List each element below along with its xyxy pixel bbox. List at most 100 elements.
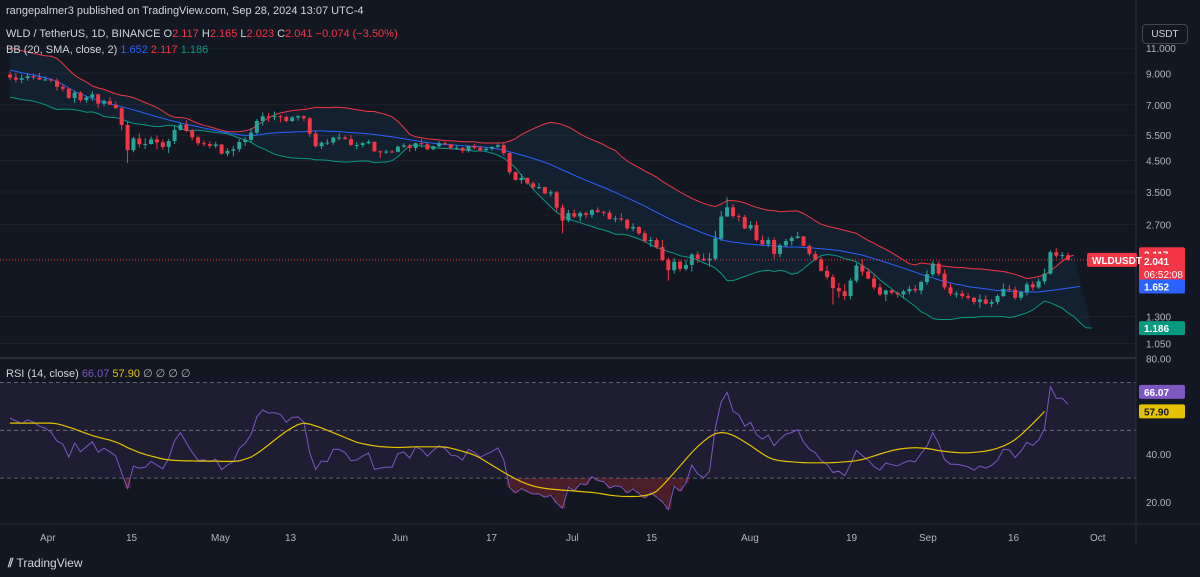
candle-body — [478, 147, 483, 151]
candle-body — [537, 187, 542, 189]
candle — [225, 148, 230, 157]
bb-mid-badge: 1.652 — [1139, 279, 1185, 294]
candle-body — [930, 263, 935, 275]
candle-body — [107, 101, 112, 105]
bb-band-area — [10, 47, 1092, 329]
candle-body — [589, 210, 594, 215]
candle-body — [560, 207, 565, 221]
candle-body — [519, 177, 524, 181]
tradingview-logo[interactable]: ⫽ TradingView — [8, 556, 83, 571]
price-axis-ticks[interactable]: 11.000 9.000 7.000 5.500 4.500 3.500 2.700 1.30… — [1146, 44, 1176, 350]
candle — [301, 115, 306, 122]
candle-body — [366, 141, 371, 144]
rsi-axis-ticks[interactable]: 80.00 40.00 20.00 — [1146, 355, 1171, 509]
rsi-tick-label: 40.00 — [1146, 450, 1171, 461]
time-tick-label: 15 — [126, 533, 138, 544]
tradingview-logo-icon: ⫽ — [8, 556, 14, 570]
candle — [783, 238, 788, 248]
candle-body — [1048, 252, 1053, 274]
candle-body — [1001, 288, 1006, 297]
candle — [778, 243, 783, 258]
candle — [13, 73, 18, 83]
candle-body — [425, 144, 430, 150]
candle-body — [90, 94, 95, 98]
symbol-legend[interactable]: WLD / TetherUS, 1D, BINANCE O2.117 H2.16… — [6, 28, 398, 40]
currency-button[interactable]: USDT — [1142, 24, 1188, 44]
candle — [566, 209, 571, 223]
ohlc-high-label: H — [201, 28, 210, 40]
candle — [454, 144, 459, 150]
candle-body — [466, 145, 471, 151]
candle — [619, 213, 624, 222]
time-tick-label: 19 — [846, 533, 858, 544]
candle-body — [989, 301, 994, 304]
symbol-name[interactable]: WLD / TetherUS, 1D, BINANCE — [6, 28, 161, 40]
candle — [243, 137, 248, 146]
candle — [395, 145, 400, 153]
last-price-badge: 2.041 06:52:08 — [1139, 253, 1185, 282]
candle-body — [701, 258, 706, 261]
candle-body — [754, 225, 759, 241]
rsi-badge-bg — [1139, 384, 1185, 399]
candle-body — [184, 124, 189, 131]
candle-body — [730, 207, 735, 217]
candle-body — [713, 238, 718, 259]
symbol-tag-badge-bg — [1087, 252, 1137, 267]
candle — [872, 273, 877, 290]
candle — [942, 269, 947, 290]
candle — [672, 258, 677, 274]
candle — [184, 120, 189, 133]
candle — [683, 259, 688, 271]
candle-body — [613, 218, 618, 220]
candle-body — [19, 78, 24, 80]
candle — [631, 223, 636, 232]
candle-body — [742, 216, 747, 229]
candle — [666, 257, 671, 281]
candle-body — [1024, 284, 1029, 293]
candle — [1036, 278, 1041, 289]
candle — [325, 139, 330, 145]
candle-body — [748, 225, 753, 229]
bb-label[interactable]: BB (20, SMA, close, 2) — [6, 44, 118, 56]
candle-body — [348, 139, 353, 145]
candle — [43, 76, 48, 81]
candle — [660, 240, 665, 262]
candle-body — [513, 172, 518, 181]
candle-body — [231, 149, 236, 151]
candle-body — [1013, 289, 1018, 298]
candle-body — [1019, 292, 1024, 298]
candle — [748, 221, 753, 231]
candle — [119, 106, 124, 131]
candle — [983, 295, 988, 305]
candle — [489, 146, 494, 151]
rsi-tick-label: 20.00 — [1146, 498, 1171, 509]
rsi-label[interactable]: RSI (14, close) — [6, 368, 79, 380]
candle-body — [96, 94, 101, 104]
price-tick-label: 11.000 — [1146, 44, 1176, 55]
candle — [1013, 286, 1018, 300]
candle-body — [1060, 255, 1065, 257]
candle-body — [219, 144, 224, 154]
candle — [636, 226, 641, 235]
candle — [642, 230, 647, 243]
candle — [72, 91, 77, 103]
candle-body — [648, 240, 653, 242]
time-axis-ticks[interactable]: Apr 15 May 13 Jun 17 Jul 15 Aug 19 Sep 16 Oct — [40, 533, 1106, 544]
candle-body — [960, 293, 965, 297]
candle — [201, 140, 206, 147]
candle — [695, 251, 700, 264]
candle — [995, 294, 1000, 305]
candle-body — [1042, 273, 1047, 282]
candle-body — [119, 108, 124, 125]
bb-legend[interactable]: BB (20, SMA, close, 2) 1.652 2.117 1.186 — [6, 44, 208, 56]
rsi-legend[interactable]: RSI (14, close) 66.07 57.90 ∅ ∅ ∅ ∅ — [6, 367, 191, 380]
candle — [431, 145, 436, 151]
candle — [860, 259, 865, 276]
candle-body — [419, 143, 424, 145]
candle — [331, 136, 336, 145]
candle-body — [307, 118, 312, 134]
candle — [296, 114, 301, 121]
candle — [548, 189, 553, 197]
candle-body — [1066, 255, 1071, 260]
